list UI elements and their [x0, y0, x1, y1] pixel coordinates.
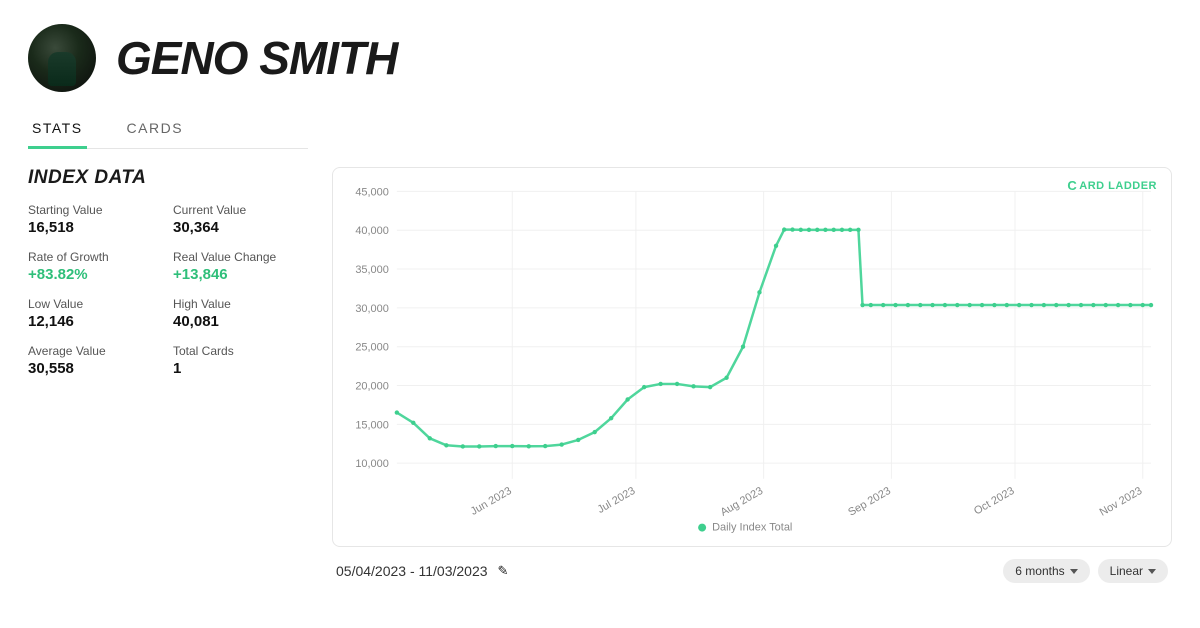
stat-cell: Real Value Change +13,846 — [173, 250, 308, 283]
stat-label: Rate of Growth — [28, 250, 163, 264]
edit-date-icon[interactable]: ✎ — [498, 563, 509, 579]
stat-value: 16,518 — [28, 219, 163, 236]
stat-label: Average Value — [28, 344, 163, 358]
player-avatar — [28, 24, 96, 92]
svg-text:30,000: 30,000 — [355, 303, 389, 315]
player-name: GENO SMITH — [116, 31, 397, 85]
svg-text:Aug 2023: Aug 2023 — [718, 485, 765, 519]
period-selector[interactable]: 6 months — [1003, 559, 1089, 583]
stat-cell: Current Value 30,364 — [173, 203, 308, 236]
stat-cell: Low Value 12,146 — [28, 297, 163, 330]
chevron-down-icon — [1148, 569, 1156, 574]
svg-text:45,000: 45,000 — [355, 186, 389, 198]
svg-text:Daily Index Total: Daily Index Total — [712, 522, 792, 534]
svg-text:35,000: 35,000 — [355, 264, 389, 276]
svg-text:20,000: 20,000 — [355, 381, 389, 393]
stats-panel: INDEX DATA Starting Value 16,518 Current V… — [28, 167, 308, 583]
svg-text:Jun 2023: Jun 2023 — [469, 485, 514, 518]
svg-text:40,000: 40,000 — [355, 225, 389, 237]
stat-label: High Value — [173, 297, 308, 311]
watermark-logo: CARD LADDER — [1067, 178, 1157, 193]
stat-value: 12,146 — [28, 313, 163, 330]
svg-text:Oct 2023: Oct 2023 — [972, 485, 1017, 518]
chevron-down-icon — [1070, 569, 1078, 574]
stat-label: Starting Value — [28, 203, 163, 217]
svg-text:Nov 2023: Nov 2023 — [1098, 485, 1145, 519]
stat-cell: High Value 40,081 — [173, 297, 308, 330]
date-range-text: 05/04/2023 - 11/03/2023 — [336, 563, 488, 579]
stat-value: 30,364 — [173, 219, 308, 236]
tab-bar: STATS CARDS — [28, 110, 308, 149]
stat-value: 30,558 — [28, 360, 163, 377]
stat-label: Current Value — [173, 203, 308, 217]
svg-text:Jul 2023: Jul 2023 — [595, 485, 637, 516]
stat-cell: Rate of Growth +83.82% — [28, 250, 163, 283]
chart-controls: 6 months Linear — [1003, 559, 1168, 583]
stat-cell: Average Value 30,558 — [28, 344, 163, 377]
svg-text:25,000: 25,000 — [355, 342, 389, 354]
page-header: GENO SMITH — [28, 24, 1172, 92]
index-chart: 10,000 15,000 20,000 25,000 30,000 35,000 40,0… — [343, 178, 1161, 540]
stat-label: Real Value Change — [173, 250, 308, 264]
chart-card: CARD LADDER 10,000 15,000 20,000 25,000 30,0… — [332, 167, 1172, 547]
stat-value: 1 — [173, 360, 308, 377]
stat-label: Total Cards — [173, 344, 308, 358]
tab-stats[interactable]: STATS — [28, 110, 87, 148]
stat-value: 40,081 — [173, 313, 308, 330]
svg-text:Sep 2023: Sep 2023 — [846, 485, 893, 519]
section-title: INDEX DATA — [28, 167, 308, 189]
scale-selector[interactable]: Linear — [1098, 559, 1168, 583]
svg-text:10,000: 10,000 — [355, 458, 389, 470]
stat-value: +83.82% — [28, 266, 163, 283]
stat-cell: Starting Value 16,518 — [28, 203, 163, 236]
stat-cell: Total Cards 1 — [173, 344, 308, 377]
date-range: 05/04/2023 - 11/03/2023 ✎ — [336, 563, 508, 579]
stat-label: Low Value — [28, 297, 163, 311]
svg-text:15,000: 15,000 — [355, 419, 389, 431]
stats-grid: Starting Value 16,518 Current Value 30,364 R… — [28, 203, 308, 377]
stat-value: +13,846 — [173, 266, 308, 283]
tab-cards[interactable]: CARDS — [123, 110, 188, 148]
